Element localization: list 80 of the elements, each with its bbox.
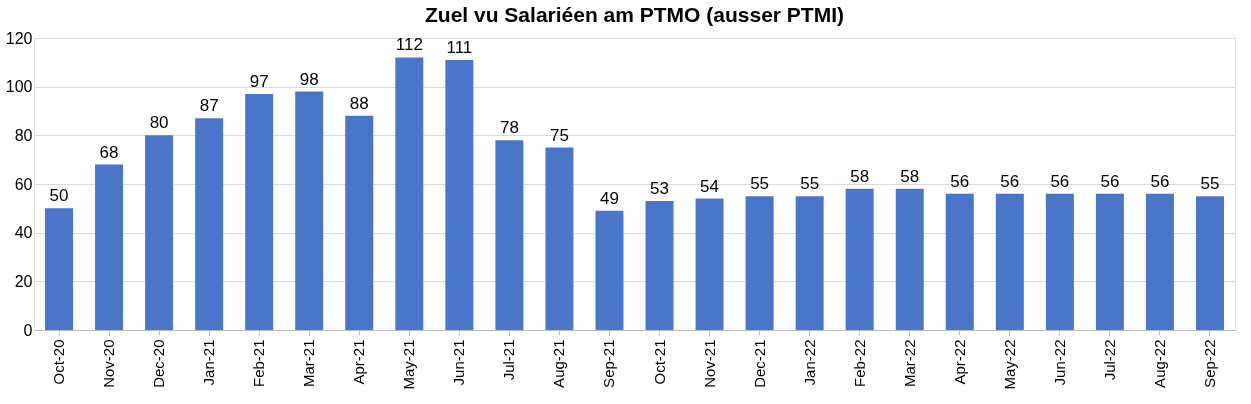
data-label: 50 [49, 186, 69, 206]
bar [995, 193, 1024, 330]
bar [945, 193, 974, 330]
y-tick-label: 80 [14, 126, 33, 144]
bar [95, 164, 124, 330]
bar [845, 188, 874, 330]
bar [45, 208, 74, 330]
bar [795, 196, 824, 330]
x-tick-label: May-21 [400, 339, 418, 390]
data-label: 98 [299, 69, 319, 89]
x-tick-label: May-22 [1000, 339, 1018, 390]
chart-title: Zuel vu Salariéen am PTMO (ausser PTMI) [425, 3, 844, 26]
x-tick-label: Oct-21 [650, 339, 668, 385]
data-label: 55 [800, 174, 820, 194]
x-tick-label: Sep-21 [600, 339, 618, 388]
data-label: 55 [1200, 174, 1220, 194]
data-label: 55 [750, 174, 770, 194]
x-tick-label: Jan-22 [800, 339, 818, 386]
bar [1045, 193, 1074, 330]
y-tick-label: 40 [14, 224, 33, 242]
x-tick-label: Apr-22 [950, 339, 968, 385]
bar [245, 93, 274, 330]
bar [595, 210, 624, 330]
data-label: 111 [446, 37, 473, 57]
bar [1095, 193, 1124, 330]
y-tick-label: 60 [14, 175, 33, 193]
x-tick-label: Nov-20 [100, 339, 118, 388]
x-tick-label: Jan-21 [200, 339, 218, 386]
data-label: 58 [850, 166, 870, 186]
x-tick-label: Mar-21 [300, 339, 318, 388]
data-label: 56 [1050, 171, 1070, 191]
x-tick-label: Jul-22 [1100, 339, 1118, 381]
x-tick-label: Sep-22 [1200, 339, 1218, 388]
data-label: 68 [99, 142, 119, 162]
x-tick-label: Dec-21 [750, 339, 768, 388]
data-label: 53 [650, 179, 669, 199]
x-tick-label: Oct-20 [50, 339, 68, 385]
data-label: 88 [349, 93, 369, 113]
x-tick-label: Jun-21 [450, 339, 468, 386]
x-tick-label: Dec-20 [150, 339, 168, 388]
data-label: 87 [199, 96, 219, 116]
bar [1195, 196, 1224, 330]
bar [695, 198, 724, 330]
bar [295, 91, 324, 330]
x-tick-label: Apr-21 [350, 339, 368, 385]
x-tick-label: Nov-21 [700, 339, 718, 388]
bar [445, 59, 474, 330]
y-tick-label: 120 [5, 29, 33, 47]
data-label: 97 [249, 71, 269, 91]
x-tick-label: Mar-22 [900, 339, 918, 388]
data-label: 75 [549, 125, 569, 145]
data-label: 78 [499, 118, 519, 138]
data-label: 56 [1150, 171, 1170, 191]
bar [1145, 193, 1174, 330]
y-tick-label: 0 [23, 321, 33, 339]
x-tick-label: Feb-21 [250, 339, 268, 388]
bar [645, 201, 674, 330]
x-tick-label: Aug-21 [550, 339, 568, 388]
y-tick-label: 20 [14, 272, 33, 290]
bar [145, 135, 174, 330]
bar [545, 147, 574, 330]
bar [895, 188, 924, 330]
data-label: 49 [600, 188, 619, 208]
data-label: 112 [395, 35, 423, 55]
bar [395, 57, 424, 330]
data-label: 56 [1000, 171, 1020, 191]
data-label: 54 [700, 176, 720, 196]
data-label: 80 [149, 113, 169, 133]
bar [195, 118, 224, 330]
bar [495, 140, 524, 330]
data-label: 56 [950, 171, 970, 191]
x-tick-label: Jun-22 [1050, 339, 1068, 386]
bar [345, 115, 374, 330]
x-tick-label: Feb-22 [850, 339, 868, 388]
x-tick-label: Aug-22 [1150, 339, 1168, 388]
bar [745, 196, 774, 330]
y-tick-label: 100 [5, 78, 33, 96]
data-label: 58 [900, 166, 920, 186]
data-label: 56 [1100, 171, 1120, 191]
x-tick-label: Jul-21 [500, 339, 518, 381]
